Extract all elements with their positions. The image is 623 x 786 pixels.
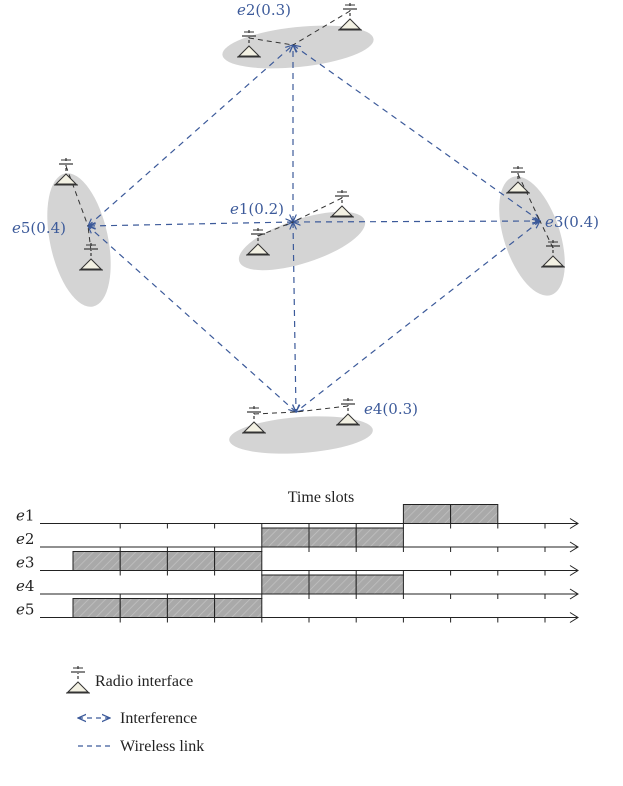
node-label-e4: e4(0.3) [364, 400, 418, 418]
time-slot-schedule: Time slots e1 e2 e3 e4 e5 [16, 489, 579, 623]
legend-radio-glyph [66, 666, 90, 694]
scheduled-slot [355, 527, 404, 548]
node-label-e2: e2(0.3) [237, 1, 291, 19]
legend-wireless-label: Wireless link [120, 738, 204, 755]
radio-interface-icon [506, 166, 530, 194]
radio-interface-icon [237, 30, 261, 58]
wireless-link-e4-1 [295, 405, 349, 413]
wireless-link-e2-1 [292, 10, 351, 46]
node-e4-area [229, 416, 373, 454]
legend-interference-label: Interference [120, 710, 197, 727]
schedule-row-label: e1 [16, 507, 34, 525]
node-e5-area [47, 173, 111, 307]
schedule-row-label: e5 [16, 601, 34, 619]
scheduled-slot [72, 551, 121, 571]
radio-interface-icon [54, 158, 78, 186]
node-labels: e1(0.2) e2(0.3) e3(0.4) e4(0.3) e5(0.4) [12, 1, 599, 418]
schedule-row-label: e3 [16, 554, 34, 572]
scheduled-slot [166, 551, 216, 571]
scheduled-slot [166, 598, 216, 618]
radio-interface-icon [79, 243, 103, 271]
node-label-e5: e5(0.4) [12, 219, 66, 237]
scheduled-slot [119, 551, 168, 571]
interference-e1-e5 [88, 222, 293, 226]
radio-interfaces [54, 3, 565, 434]
scheduled-slot [450, 504, 499, 524]
radio-interface-icon [330, 190, 354, 218]
node-ellipses [47, 25, 565, 454]
radio-interface-icon [246, 228, 270, 256]
scheduled-slot [261, 527, 310, 548]
wireless-link-e1-1 [292, 197, 343, 223]
interference-e5-e2 [88, 45, 293, 226]
scheduled-slot [308, 574, 357, 595]
schedule-row-label: e2 [16, 530, 34, 548]
radio-interface-icon [66, 666, 90, 694]
scheduled-slot [214, 598, 263, 618]
scheduled-slot [72, 598, 121, 618]
scheduled-slot [119, 598, 168, 618]
node-e3-area [499, 176, 565, 296]
scheduled-slot [214, 551, 263, 571]
node-label-e3: e3(0.4) [545, 213, 599, 231]
wireless-link-e1-0 [257, 221, 294, 237]
interference-e4-e5 [88, 226, 296, 412]
schedule-row-label: e4 [16, 577, 34, 595]
radio-interface-icon [336, 398, 360, 426]
wireless-link-e5-1 [87, 225, 92, 252]
radio-interface-icon [338, 3, 362, 31]
interference-e2-e3 [293, 45, 540, 221]
wireless-link-e3-1 [539, 220, 554, 249]
interference-e3-e4 [296, 221, 540, 412]
schedule-title: Time slots [288, 489, 355, 506]
radio-interface-icon [242, 406, 266, 434]
scheduled-slot [308, 527, 357, 548]
legend-radio-label: Radio interface [95, 673, 193, 690]
wireless-link-e4-0 [253, 411, 297, 415]
scheduled-slot [355, 574, 404, 595]
scheduled-slot [402, 504, 452, 524]
wireless-link-e2-0 [248, 37, 294, 46]
radio-interface-icon [541, 240, 565, 268]
legend: Radio interface Interference Wireless li… [66, 666, 204, 755]
node-label-e1: e1(0.2) [230, 200, 284, 218]
wireless-link-e5-0 [65, 165, 89, 227]
scheduled-slot [261, 574, 310, 595]
interference-links [88, 45, 540, 412]
